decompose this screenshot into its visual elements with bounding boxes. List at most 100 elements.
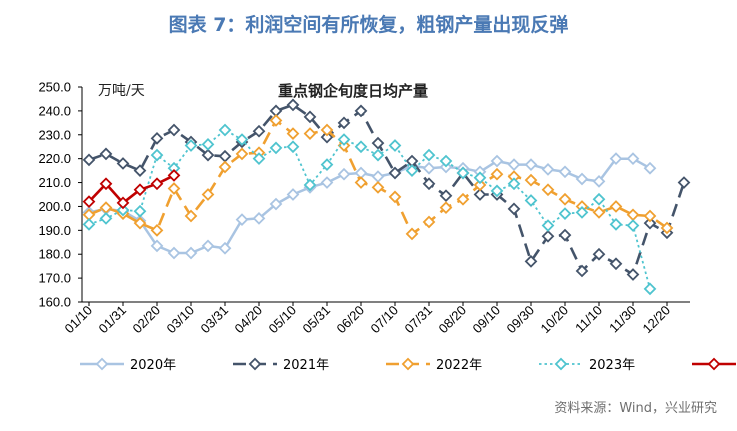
- series-2022-point-marker: [201, 188, 215, 201]
- series-2023-point-marker: [235, 133, 249, 146]
- series-2020: [82, 152, 657, 260]
- series-2024-point-marker: [167, 169, 181, 182]
- series-2022: [82, 114, 674, 241]
- series-2020-point-marker: [269, 197, 283, 211]
- x-tick-label: 11/30: [606, 303, 639, 336]
- series-2023-point-marker: [371, 148, 385, 162]
- series-2021-point-marker: [473, 188, 487, 201]
- series-2022-point-marker: [592, 206, 606, 219]
- series-2023-point-marker: [354, 140, 368, 154]
- series-2024-point-marker: [150, 177, 164, 191]
- series-2021-point-marker: [507, 202, 521, 216]
- series-2023-point-marker: [405, 164, 419, 177]
- series-2023-point-marker: [524, 194, 538, 207]
- y-tick: 180.0: [38, 247, 82, 262]
- x-tick-label: 02/20: [130, 303, 164, 337]
- series-2023-point-marker: [473, 171, 487, 185]
- series-2023-point-marker: [269, 141, 283, 155]
- series-2021-point-marker: [388, 166, 402, 180]
- series-2021-point-marker: [320, 130, 334, 144]
- series-2020-point-marker: [490, 154, 504, 168]
- y-tick-label: 160.0: [38, 295, 71, 310]
- series-2023-point-marker: [422, 148, 436, 162]
- series-2021-point-marker: [82, 153, 96, 167]
- legend: 2020年 2021年 2022年 2023年 2024年: [80, 357, 736, 373]
- x-tick-label: 12/20: [640, 303, 674, 337]
- y-tick: 190.0: [38, 223, 82, 238]
- series-2022-point-marker: [456, 192, 470, 206]
- series-2023-point-marker: [439, 154, 453, 168]
- figure-title: 图表 7：利润空间有所恢复，粗钢产量出现反弹: [168, 14, 569, 36]
- series-2023-point-marker: [303, 178, 317, 192]
- series-2022-point-marker: [558, 192, 572, 206]
- x-tick: 02/20: [130, 302, 164, 337]
- series-2020-point-marker: [286, 188, 300, 201]
- series-2021-point-marker: [643, 216, 657, 230]
- legend-item-2023-point-marker: [554, 357, 568, 371]
- series-2022-point-marker: [303, 127, 317, 140]
- series-2021-point-marker: [218, 149, 232, 163]
- legend-item-2021: 2021年: [233, 357, 329, 373]
- legend-item-2020: 2020年: [80, 357, 176, 373]
- y-tick: 240.0: [38, 103, 82, 118]
- series-2021-point-marker: [626, 268, 640, 281]
- series-2022-point-marker: [133, 216, 147, 230]
- series-2024-point-marker: [116, 196, 130, 210]
- x-tick: 09/10: [470, 302, 503, 336]
- x-tick: 05/31: [300, 302, 334, 337]
- series-2023-point-marker: [388, 139, 402, 152]
- series-2022-point-marker: [269, 114, 283, 127]
- axes: [81, 87, 690, 303]
- series-2020-point-marker: [422, 161, 436, 175]
- series-2022-point-marker: [473, 178, 487, 192]
- series-2021-point-marker: [269, 104, 283, 118]
- x-tick: 07/31: [402, 302, 435, 336]
- series-2023-point-marker: [99, 212, 113, 225]
- series-2023-point-marker: [507, 177, 521, 191]
- series-2020-line: [88, 157, 651, 255]
- series-2023-point-marker: [150, 148, 164, 162]
- series-2023-point-marker: [218, 123, 232, 137]
- series-2022-point-marker: [150, 223, 164, 237]
- series-2022-point-marker: [439, 201, 453, 215]
- series-2022-point-marker: [286, 127, 300, 140]
- series-2021-point-marker: [541, 229, 555, 243]
- x-tick-label: 03/10: [164, 303, 198, 337]
- series-2023-point-marker: [201, 137, 215, 151]
- series-2023-point-marker: [592, 192, 606, 206]
- series-2022-point-marker: [507, 170, 521, 183]
- x-tick: 03/31: [198, 302, 231, 336]
- x-tick: 08/20: [436, 302, 469, 336]
- x-tick-label: 06/20: [334, 303, 368, 337]
- series-2021-point-marker: [286, 98, 300, 112]
- y-tick: 170.0: [38, 271, 82, 286]
- series-2023-point-marker: [541, 219, 555, 232]
- series-2020-point-marker: [184, 246, 198, 260]
- series-2021-point-marker: [371, 136, 385, 150]
- series-2023-point-marker: [558, 207, 572, 220]
- series-2020-point-marker: [150, 239, 164, 253]
- series-2023-point-marker: [133, 204, 147, 218]
- series-2023-point-marker: [643, 282, 657, 296]
- series-2021-point-marker: [592, 247, 606, 261]
- series-2021-point-marker: [609, 257, 623, 271]
- y-tick-label: 200.0: [38, 199, 71, 214]
- x-tick-label: 09/30: [504, 303, 538, 337]
- legend-item-2021-point-marker: [248, 357, 262, 371]
- x-tick-label: 11/10: [572, 303, 605, 336]
- x-tick-label: 10/20: [538, 303, 572, 337]
- series-2023-point-marker: [167, 161, 181, 175]
- x-tick-label: 04/20: [232, 303, 266, 337]
- series-2022-point-marker: [609, 200, 623, 213]
- x-tick: 10/20: [538, 302, 572, 337]
- series-2022-point-marker: [235, 147, 249, 161]
- x-tick-label: 05/31: [300, 303, 334, 337]
- series-2020-point-marker: [235, 213, 249, 226]
- series-2021-point-marker: [575, 264, 589, 278]
- series-2020-point-marker: [609, 152, 623, 166]
- y-tick: 230.0: [38, 127, 82, 142]
- y-tick-label: 170.0: [38, 271, 71, 286]
- x-tick-label: 01/31: [96, 303, 130, 337]
- series-2020-point-marker: [371, 170, 385, 183]
- series-2020-point-marker: [507, 158, 521, 172]
